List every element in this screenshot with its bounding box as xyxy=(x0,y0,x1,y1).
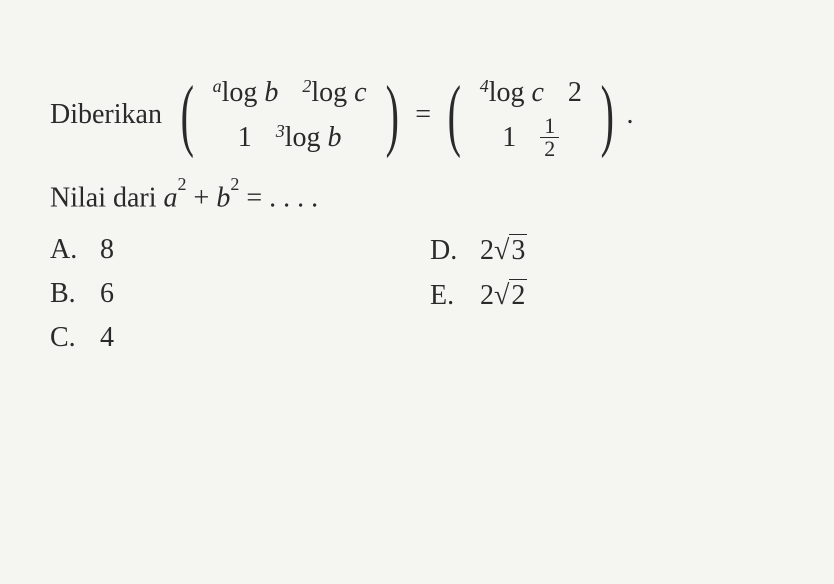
matrix-cell: 2 xyxy=(556,77,594,109)
left-paren-close: ) xyxy=(385,79,398,151)
right-paren-open: ( xyxy=(448,79,461,151)
option-value: 2√3 xyxy=(480,234,527,267)
matrix-cell: 4log c xyxy=(468,77,556,109)
matrix-row: 1 3log b xyxy=(201,115,379,160)
option-d: D. 2√3 xyxy=(430,234,527,267)
equals-sign: = xyxy=(415,99,431,131)
question-text: Nilai dari a2 + b2 = . . . . xyxy=(50,180,784,214)
option-e: E. 2√2 xyxy=(430,279,527,312)
option-value: 6 xyxy=(100,278,114,310)
problem-statement: Diberikan ( alog b 2log c 1 3log b ) = ( xyxy=(50,70,784,160)
option-value: 4 xyxy=(100,322,114,354)
matrix-right: ( 4log c 2 1 1 2 ) xyxy=(441,70,621,160)
matrix-left: ( alog b 2log c 1 3log b ) xyxy=(174,70,405,160)
option-c: C. 4 xyxy=(50,322,430,354)
matrix-row: 4log c 2 xyxy=(468,70,594,115)
matrix-cell: 1 2 xyxy=(528,115,571,160)
matrix-cell: 1 xyxy=(490,122,528,154)
option-value: 8 xyxy=(100,234,114,266)
fraction: 1 2 xyxy=(540,115,559,160)
answer-options: A. 8 B. 6 C. 4 D. 2√3 E. 2√2 xyxy=(50,234,784,366)
left-paren-open: ( xyxy=(181,79,194,151)
option-value: 2√2 xyxy=(480,279,527,312)
matrix-row: 1 1 2 xyxy=(468,115,594,160)
option-label: D. xyxy=(430,235,480,267)
option-label: A. xyxy=(50,234,100,266)
matrix-cell: 2log c xyxy=(290,77,378,109)
matrix-cell: 3log b xyxy=(264,122,354,154)
option-label: E. xyxy=(430,280,480,312)
option-label: B. xyxy=(50,278,100,310)
matrix-cell: alog b xyxy=(201,77,291,109)
intro-text: Diberikan xyxy=(50,99,162,131)
period: . xyxy=(627,99,634,131)
option-b: B. 6 xyxy=(50,278,430,310)
matrix-row: alog b 2log c xyxy=(201,70,379,115)
option-a: A. 8 xyxy=(50,234,430,266)
matrix-cell: 1 xyxy=(226,122,264,154)
option-label: C. xyxy=(50,322,100,354)
right-paren-close: ) xyxy=(601,79,614,151)
